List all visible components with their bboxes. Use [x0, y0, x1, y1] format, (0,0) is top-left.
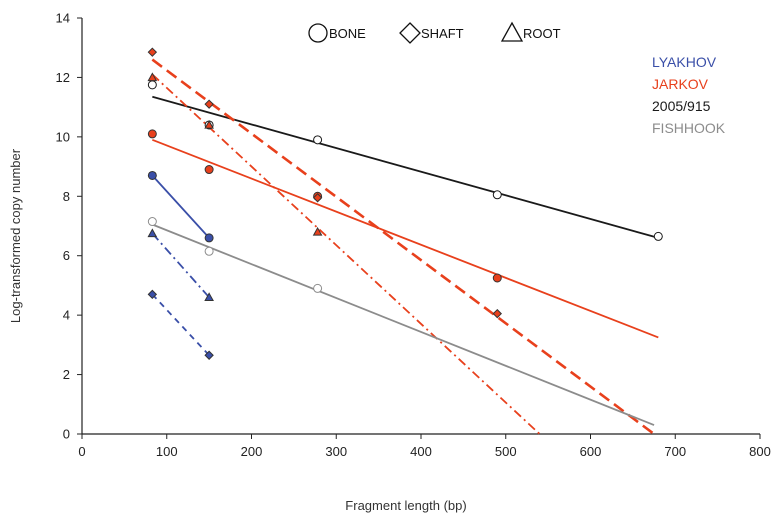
data-point: [204, 350, 214, 360]
fit-line-jarkov-shaft: [151, 58, 655, 436]
data-markers: [147, 47, 663, 360]
axes: 0 100 200 300 400 500 600 700 800 0 2 4 6 8 10 12 14: [56, 11, 771, 460]
sample-legend-label: JARKOV: [652, 76, 709, 92]
shape-legend: BONE SHAFT ROOT: [308, 21, 561, 44]
data-point: [653, 231, 663, 241]
data-point: [492, 273, 502, 283]
data-point: [147, 289, 158, 300]
x-tick-label: 500: [495, 444, 517, 459]
x-tick-label: 0: [78, 444, 85, 459]
y-tick-label: 8: [63, 189, 70, 204]
data-point: [312, 226, 323, 236]
sample-legend: LYAKHOV JARKOV 2005/915 FISHHOOK: [652, 54, 726, 136]
legend-triangle-icon: [500, 21, 524, 42]
fit-line-lyakhov-bone: [151, 174, 210, 239]
y-tick-label: 0: [63, 427, 70, 442]
x-tick-label: 200: [241, 444, 263, 459]
x-tick-label: 400: [410, 444, 432, 459]
x-tick-label: 800: [749, 444, 771, 459]
data-point: [147, 80, 157, 90]
data-point: [147, 170, 157, 180]
fit-line-jarkov-root: [151, 73, 541, 435]
x-tick-label: 300: [325, 444, 347, 459]
data-point: [313, 135, 323, 145]
data-point: [492, 190, 502, 200]
fit-line-lyakhov-shaft: [151, 293, 210, 356]
data-point: [147, 47, 158, 57]
data-point: [204, 292, 214, 302]
sample-legend-label: 2005/915: [652, 98, 711, 114]
fit-line-fishhook-bone: [152, 223, 655, 426]
fit-line-lyakhov-root: [151, 232, 210, 298]
data-point: [313, 283, 323, 293]
fit-line-jarkov-bone: [152, 138, 659, 339]
fit-line-2005-915-bone: [152, 95, 659, 239]
x-tick-label: 100: [156, 444, 178, 459]
data-point: [147, 217, 157, 227]
y-tick-label: 2: [63, 367, 70, 382]
sample-legend-label: LYAKHOV: [652, 54, 717, 70]
x-tick-label: 600: [580, 444, 602, 459]
legend-label: BONE: [329, 26, 366, 41]
data-point: [204, 119, 214, 129]
data-point: [147, 72, 158, 82]
data-point: [147, 228, 158, 238]
data-point: [147, 129, 157, 139]
legend-label: ROOT: [523, 26, 561, 41]
y-tick-label: 10: [56, 129, 70, 144]
data-point: [312, 193, 323, 203]
y-tick-label: 14: [56, 11, 70, 26]
data-point: [204, 165, 214, 175]
data-point: [204, 233, 214, 243]
y-axis-title: Log-transformed copy number: [8, 148, 23, 323]
data-point: [204, 99, 214, 109]
legend-diamond-icon: [399, 22, 421, 44]
y-tick-label: 4: [63, 308, 70, 323]
sample-legend-label: FISHHOOK: [652, 120, 726, 136]
fit-lines: [151, 58, 659, 436]
x-tick-label: 700: [664, 444, 686, 459]
y-tick-label: 6: [63, 248, 70, 263]
legend-label: SHAFT: [421, 26, 464, 41]
data-point: [204, 246, 214, 256]
legend-circle-icon: [308, 23, 328, 43]
y-tick-label: 12: [56, 70, 70, 85]
x-axis-title: Fragment length (bp): [345, 498, 466, 513]
data-point: [492, 308, 502, 319]
